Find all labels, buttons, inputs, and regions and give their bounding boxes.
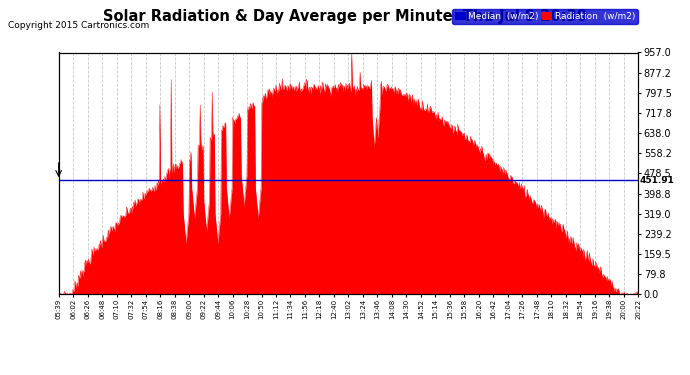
Text: Solar Radiation & Day Average per Minute  Thu Jul 9 20:30: Solar Radiation & Day Average per Minute…: [103, 9, 587, 24]
Text: Copyright 2015 Cartronics.com: Copyright 2015 Cartronics.com: [8, 21, 150, 30]
Text: 451.91: 451.91: [640, 176, 674, 184]
Legend: Median  (w/m2), Radiation  (w/m2): Median (w/m2), Radiation (w/m2): [452, 9, 638, 24]
